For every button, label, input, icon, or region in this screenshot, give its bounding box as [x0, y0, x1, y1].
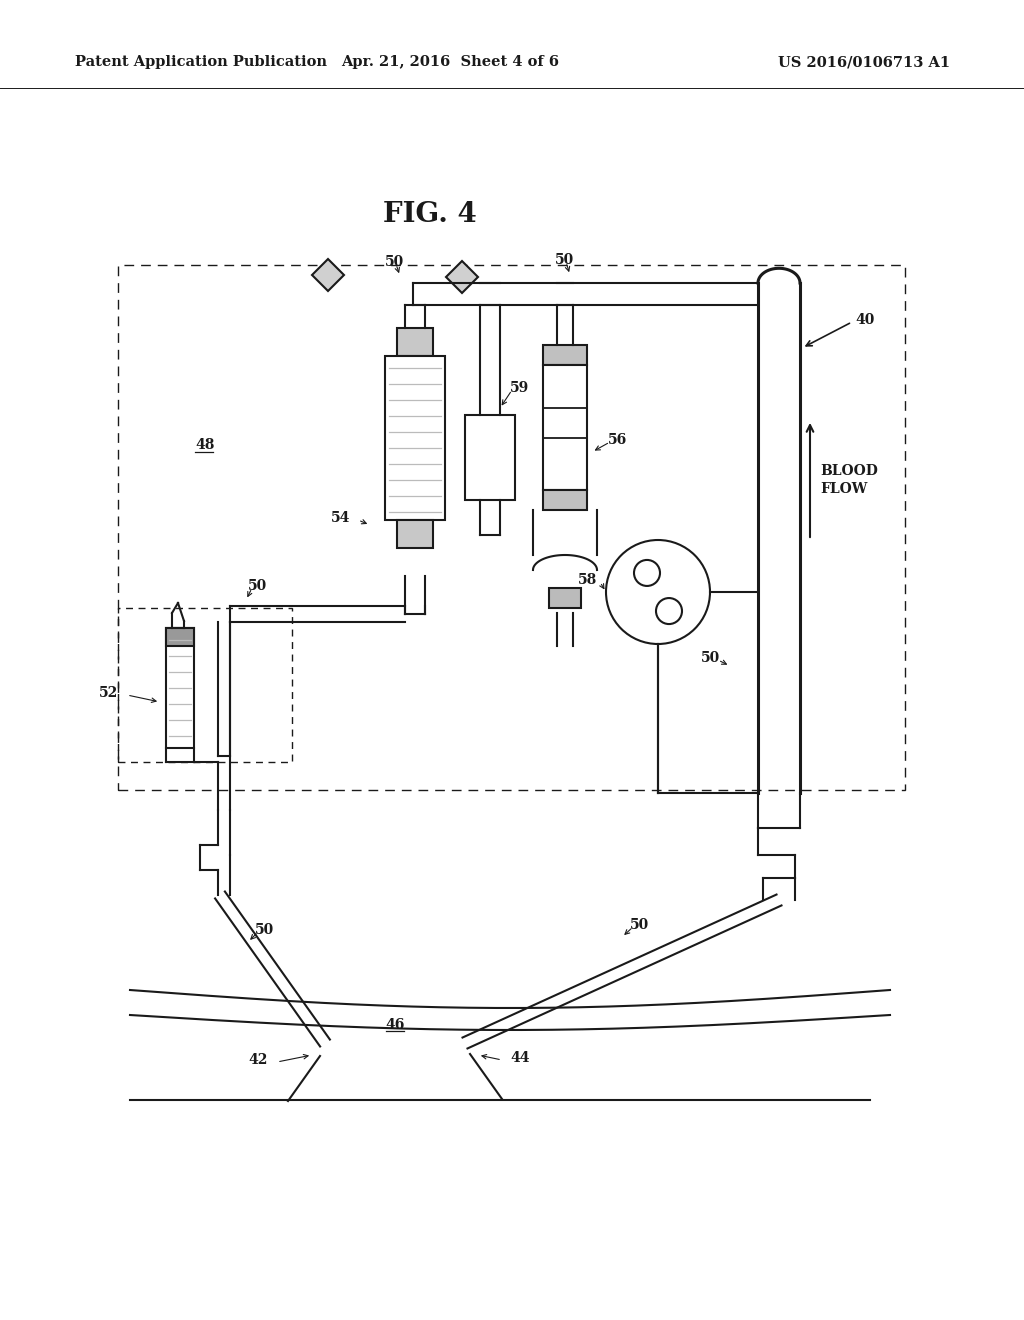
Text: 46: 46 — [385, 1018, 404, 1032]
Text: 54: 54 — [331, 511, 350, 525]
Polygon shape — [446, 261, 478, 293]
Text: 59: 59 — [510, 381, 529, 395]
Bar — [543, 366, 587, 490]
Text: 50: 50 — [255, 923, 274, 937]
Text: 42: 42 — [249, 1053, 268, 1067]
Bar — [118, 265, 905, 789]
Text: 50: 50 — [385, 255, 404, 269]
Text: Apr. 21, 2016  Sheet 4 of 6: Apr. 21, 2016 Sheet 4 of 6 — [341, 55, 559, 69]
Bar — [397, 520, 433, 548]
Bar — [543, 345, 587, 366]
Bar — [397, 327, 433, 356]
Text: BLOOD
FLOW: BLOOD FLOW — [820, 465, 878, 495]
Text: 48: 48 — [195, 438, 214, 451]
Text: 50: 50 — [555, 253, 574, 267]
Bar — [465, 414, 515, 500]
Text: 56: 56 — [608, 433, 628, 447]
Bar — [385, 356, 445, 520]
Text: Patent Application Publication: Patent Application Publication — [75, 55, 327, 69]
Polygon shape — [312, 259, 344, 290]
Text: 44: 44 — [510, 1051, 529, 1065]
Text: 50: 50 — [700, 651, 720, 665]
Text: 50: 50 — [630, 917, 649, 932]
Text: US 2016/0106713 A1: US 2016/0106713 A1 — [778, 55, 950, 69]
Circle shape — [634, 560, 660, 586]
Bar — [549, 587, 581, 609]
Text: 52: 52 — [98, 686, 118, 700]
Bar — [543, 490, 587, 510]
Bar — [166, 628, 194, 748]
Circle shape — [656, 598, 682, 624]
Bar — [166, 628, 194, 645]
Bar — [118, 609, 292, 762]
Circle shape — [606, 540, 710, 644]
Text: FIG. 4: FIG. 4 — [383, 202, 477, 228]
Text: 58: 58 — [578, 573, 597, 587]
Text: 40: 40 — [855, 313, 874, 327]
Text: 50: 50 — [248, 579, 267, 593]
